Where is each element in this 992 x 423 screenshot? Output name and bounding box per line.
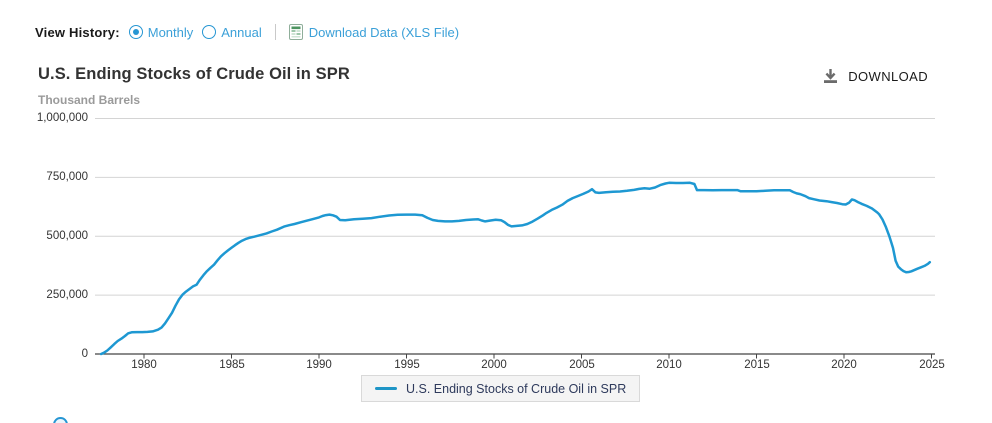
chart-legend[interactable]: U.S. Ending Stocks of Crude Oil in SPR (361, 375, 641, 402)
radio-monthly[interactable]: Monthly (128, 24, 194, 40)
x-tick-label: 2010 (656, 359, 682, 371)
download-xls-link[interactable]: Download Data (XLS File) (288, 24, 460, 40)
x-tick-label: 1985 (219, 359, 245, 371)
view-history-bar: View History: Monthly Annual (35, 22, 459, 42)
download-arrow-icon (822, 68, 839, 84)
divider (274, 24, 276, 40)
radio-annual-label[interactable]: Annual (221, 24, 262, 40)
y-tick-label: 1,000,000 (36, 112, 88, 124)
x-tick-label: 2025 (919, 359, 945, 371)
radio-monthly-label[interactable]: Monthly (147, 24, 194, 40)
view-history-label: View History: (35, 24, 120, 40)
download-button-label[interactable]: DOWNLOAD (848, 68, 928, 84)
x-tick-label: 2020 (831, 359, 857, 371)
x-tick-label: 1995 (394, 359, 420, 371)
radio-annual[interactable]: Annual (202, 24, 262, 40)
page-title: U.S. Ending Stocks of Crude Oil in SPR (38, 65, 350, 83)
x-tick-label: 1990 (306, 359, 332, 371)
x-tick-label: 2015 (744, 359, 770, 371)
partial-radio-icon[interactable] (53, 417, 68, 423)
y-tick-label: 750,000 (46, 171, 88, 183)
legend-line-swatch-icon (375, 387, 397, 390)
radio-selected-icon[interactable] (128, 25, 143, 39)
y-tick-label: 250,000 (46, 289, 88, 301)
spreadsheet-icon (288, 24, 303, 40)
y-axis-units-label: Thousand Barrels (38, 93, 141, 107)
x-tick-label: 1980 (131, 359, 157, 371)
download-button[interactable]: DOWNLOAD (822, 68, 928, 84)
x-tick-label: 2000 (481, 359, 507, 371)
download-xls-label[interactable]: Download Data (XLS File) (308, 24, 460, 40)
radio-unselected-icon[interactable] (202, 25, 217, 39)
y-tick-label: 0 (81, 348, 88, 360)
x-tick-label: 2005 (569, 359, 595, 371)
legend-series-label: U.S. Ending Stocks of Crude Oil in SPR (406, 381, 627, 396)
y-tick-label: 500,000 (46, 230, 88, 242)
